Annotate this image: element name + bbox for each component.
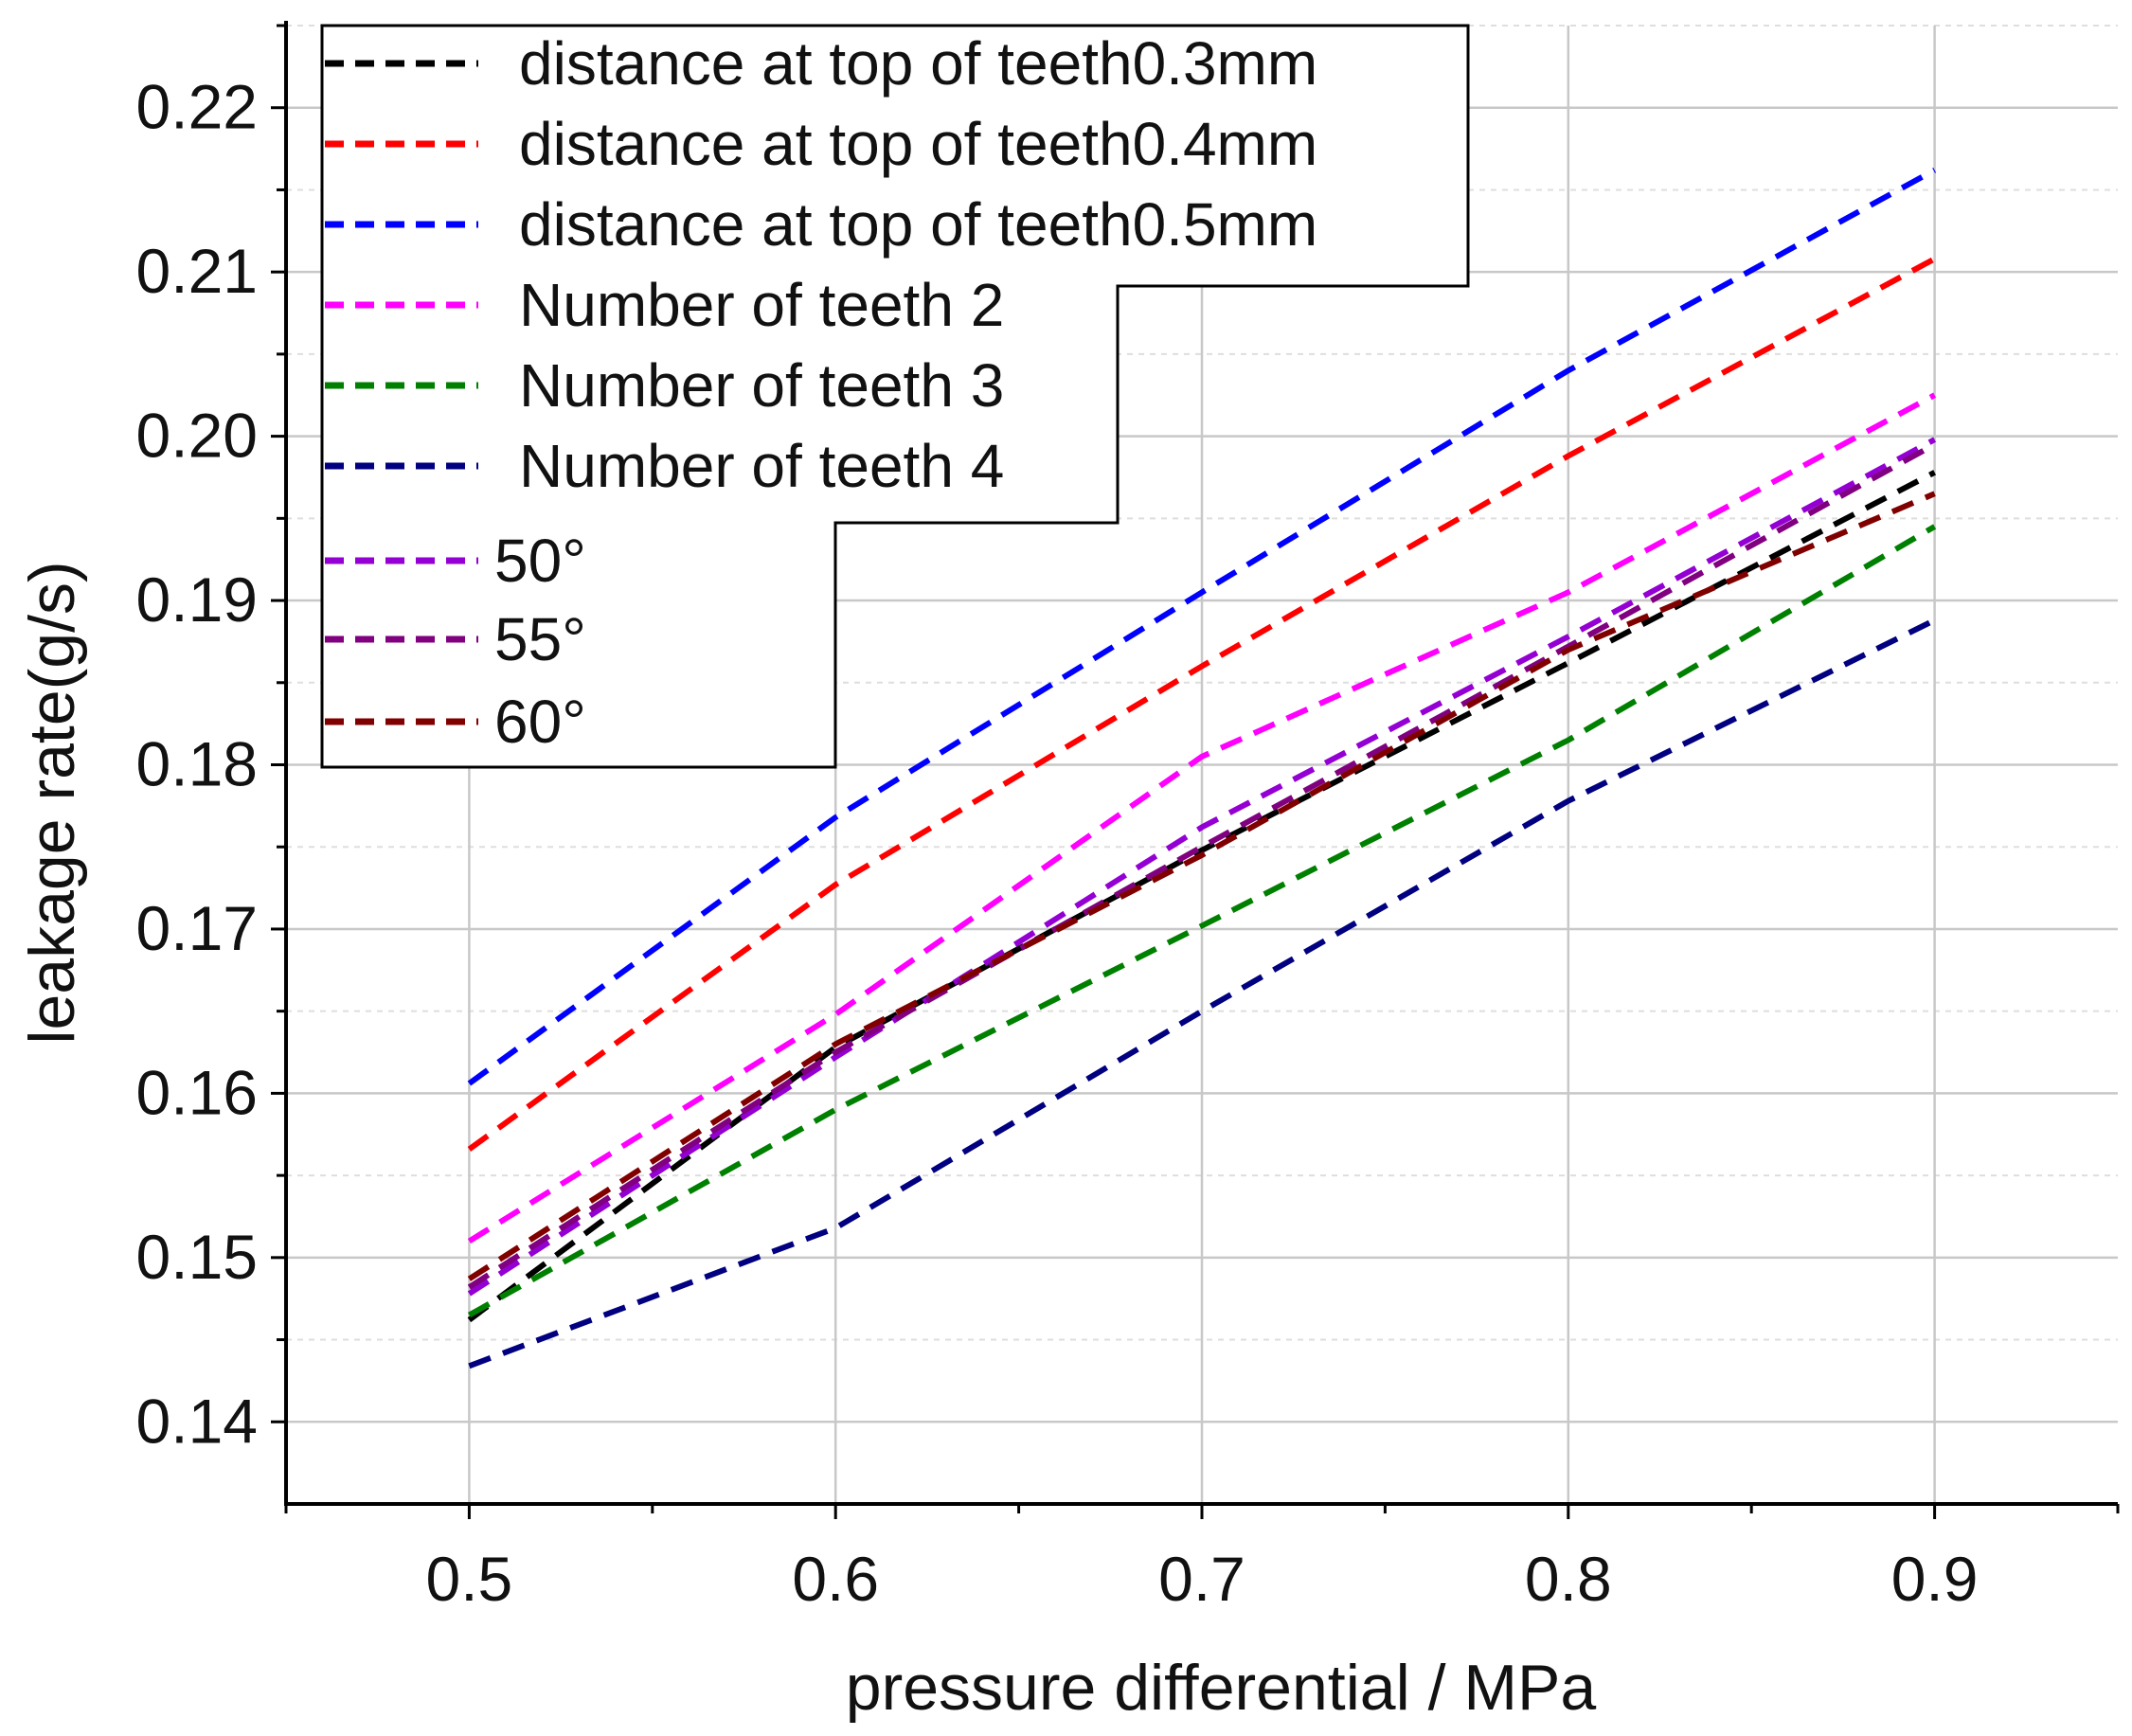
y-axis-title: leakage rate(g/s) (16, 561, 88, 1044)
x-tick-label: 0.6 (792, 1544, 879, 1614)
series-line-6 (467, 437, 1937, 1297)
series-line-2 (467, 167, 1937, 1086)
y-tick-label: 0.14 (136, 1386, 258, 1456)
x-tick-label: 0.7 (1158, 1544, 1245, 1614)
x-tick-label: 0.5 (426, 1544, 513, 1614)
series-line-8 (467, 491, 1936, 1281)
y-tick-label: 0.15 (136, 1222, 258, 1292)
y-tick-label: 0.20 (136, 401, 258, 471)
series-line-4 (467, 524, 1937, 1318)
series-line-7 (467, 441, 1937, 1290)
legend-label-6: 50° (494, 527, 586, 595)
x-tick-label: 0.9 (1891, 1544, 1979, 1614)
legend-label-3: Number of teeth 2 (519, 271, 1004, 339)
legend-box (320, 24, 1470, 769)
y-tick-label: 0.21 (136, 236, 258, 306)
y-tick-label: 0.22 (136, 72, 258, 142)
y-tick-label: 0.18 (136, 729, 258, 799)
y-tick-label: 0.17 (136, 893, 258, 963)
legend-label-0: distance at top of teeth0.3mm (519, 29, 1317, 98)
legend-label-5: Number of teeth 4 (519, 432, 1004, 500)
y-tick-label: 0.16 (136, 1057, 258, 1127)
series-line-1 (467, 256, 1937, 1152)
y-tick-label: 0.19 (136, 564, 258, 635)
legend-label-7: 55° (494, 605, 586, 673)
series-line-3 (467, 392, 1937, 1244)
legend-label-8: 60° (494, 688, 586, 756)
legend-label-1: distance at top of teeth0.4mm (519, 110, 1317, 178)
legend-label-4: Number of teeth 3 (519, 351, 1004, 420)
legend-label-2: distance at top of teeth0.5mm (519, 190, 1317, 259)
x-tick-label: 0.8 (1525, 1544, 1612, 1614)
series-line-5 (468, 617, 1936, 1369)
x-axis-title: pressure differential / MPa (846, 1652, 1597, 1724)
